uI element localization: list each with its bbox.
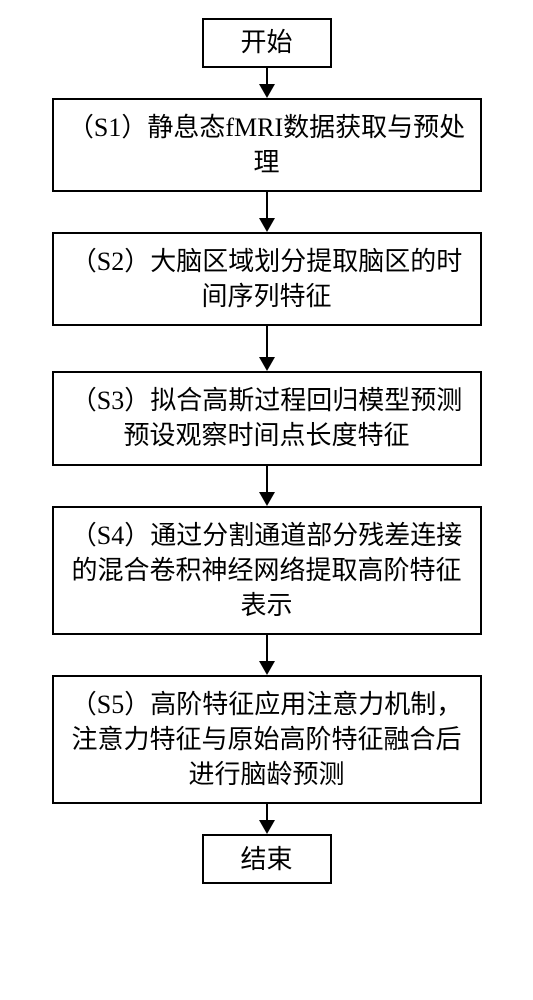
s2-label: （S2）大脑区域划分提取脑区的时间序列特征: [66, 244, 468, 314]
flowchart-step-s1: （S1）静息态fMRI数据获取与预处理: [52, 98, 482, 192]
arrow-line: [266, 326, 268, 357]
arrow-line: [266, 192, 268, 218]
flowchart-end: 结束: [202, 834, 332, 884]
arrow-line: [266, 466, 268, 492]
flowchart-start: 开始: [202, 18, 332, 68]
arrow-head-icon: [259, 661, 275, 675]
arrow-head-icon: [259, 357, 275, 371]
s1-label: （S1）静息态fMRI数据获取与预处理: [66, 110, 468, 180]
flowchart-step-s5: （S5）高阶特征应用注意力机制，注意力特征与原始高阶特征融合后进行脑龄预测: [52, 675, 482, 804]
end-label: 结束: [240, 842, 292, 877]
arrow-head-icon: [259, 492, 275, 506]
start-label: 开始: [240, 25, 292, 60]
arrow-s5-end: [259, 804, 275, 834]
s3-label: （S3）拟合高斯过程回归模型预测预设观察时间点长度特征: [66, 383, 468, 453]
s4-label: （S4）通过分割通道部分残差连接的混合卷积神经网络提取高阶特征表示: [66, 518, 468, 623]
arrow-s3-s4: [259, 466, 275, 506]
flowchart-step-s4: （S4）通过分割通道部分残差连接的混合卷积神经网络提取高阶特征表示: [52, 506, 482, 635]
arrow-s4-s5: [259, 635, 275, 675]
arrow-line: [266, 804, 268, 820]
arrow-head-icon: [259, 84, 275, 98]
arrow-s1-s2: [259, 192, 275, 232]
s5-label: （S5）高阶特征应用注意力机制，注意力特征与原始高阶特征融合后进行脑龄预测: [66, 687, 468, 792]
arrow-line: [266, 635, 268, 661]
arrow-head-icon: [259, 820, 275, 834]
arrow-line: [266, 68, 268, 84]
arrow-start-s1: [259, 68, 275, 98]
flowchart-step-s3: （S3）拟合高斯过程回归模型预测预设观察时间点长度特征: [52, 371, 482, 465]
arrow-s2-s3: [259, 326, 275, 371]
flowchart-step-s2: （S2）大脑区域划分提取脑区的时间序列特征: [52, 232, 482, 326]
arrow-head-icon: [259, 218, 275, 232]
